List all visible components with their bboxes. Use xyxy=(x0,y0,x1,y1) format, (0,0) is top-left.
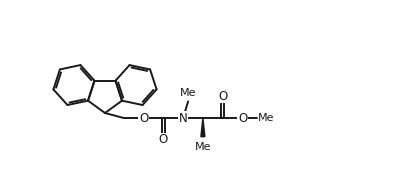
Text: O: O xyxy=(139,111,148,124)
Text: Me: Me xyxy=(195,142,211,152)
Text: Me: Me xyxy=(180,87,196,98)
Text: O: O xyxy=(238,111,247,124)
Text: Me: Me xyxy=(258,113,274,123)
Text: O: O xyxy=(159,133,168,146)
Text: N: N xyxy=(179,111,188,124)
Polygon shape xyxy=(201,118,205,137)
Text: O: O xyxy=(218,90,227,103)
